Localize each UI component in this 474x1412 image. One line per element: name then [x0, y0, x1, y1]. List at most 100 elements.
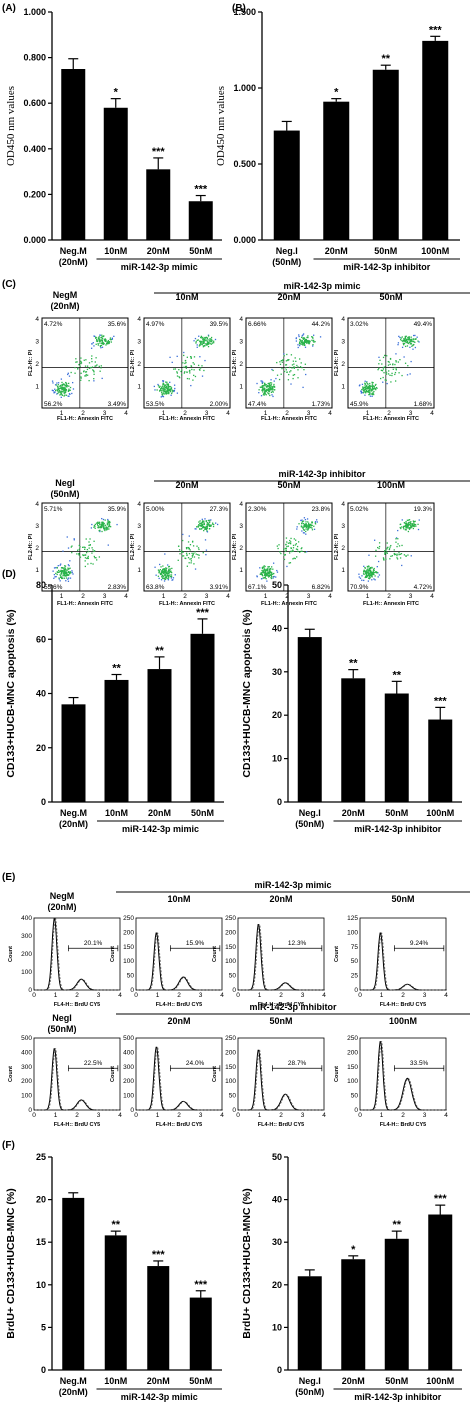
event-dot — [382, 557, 385, 559]
event-dot — [307, 524, 309, 526]
event-dot — [99, 334, 101, 336]
event-dot — [285, 549, 287, 551]
event-dot — [101, 336, 103, 338]
event-dot — [167, 573, 169, 576]
event-dot — [202, 339, 204, 341]
event-dot — [166, 383, 168, 385]
event-dot — [302, 333, 305, 335]
plot-header: 20nM — [167, 1016, 190, 1026]
category-label: Neg.M — [60, 1376, 87, 1386]
event-dot — [278, 544, 280, 546]
group-label: miR-142-3p mimic — [254, 880, 331, 890]
event-dot — [157, 569, 160, 571]
event-dot — [171, 361, 173, 364]
event-dot — [197, 525, 199, 527]
event-dot — [306, 525, 308, 527]
event-dot — [166, 381, 168, 383]
event-dot — [304, 524, 307, 526]
event-dot — [372, 385, 375, 387]
event-dot — [95, 340, 98, 342]
event-dot — [164, 574, 167, 576]
event-dot — [210, 343, 213, 345]
event-dot — [256, 576, 258, 578]
event-dot — [410, 555, 412, 557]
event-dot — [170, 386, 172, 388]
y-tick-label: 0.000 — [233, 235, 256, 245]
event-dot — [265, 574, 267, 576]
event-dot — [371, 385, 374, 388]
event-dot — [403, 340, 406, 342]
event-dot — [409, 346, 411, 349]
category-label: 20nM — [342, 1376, 365, 1386]
event-dot — [166, 390, 168, 392]
event-dot — [265, 385, 267, 387]
group-label: miR-142-3p mimic — [283, 281, 360, 291]
event-dot — [101, 377, 103, 380]
event-dot — [410, 338, 413, 340]
event-dot — [414, 341, 416, 343]
event-dot — [54, 384, 57, 386]
event-dot — [368, 570, 370, 572]
event-dot — [85, 538, 87, 540]
event-dot — [260, 395, 263, 397]
event-dot — [362, 388, 364, 390]
event-dot — [411, 524, 414, 527]
event-dot — [369, 386, 372, 388]
event-dot — [259, 573, 261, 575]
decade-tick: 1 — [156, 1112, 160, 1119]
x-axis-label: FL1-H:: Annexin FITC — [261, 416, 317, 422]
quadrant-ur-pct: 49.4% — [414, 321, 433, 328]
category-label: Neg.I — [276, 246, 298, 256]
event-dot — [102, 341, 104, 344]
event-dot — [92, 370, 95, 372]
event-dot — [69, 560, 71, 562]
event-dot — [209, 343, 211, 345]
event-dot — [204, 539, 207, 541]
event-dot — [266, 389, 268, 391]
decade-tick: 2 — [137, 361, 141, 368]
event-dot — [408, 341, 411, 344]
event-dot — [296, 526, 298, 528]
event-dot — [410, 525, 412, 527]
event-dot — [70, 572, 72, 574]
y-axis-label: BrdU+ CD133+HUCB-MNC (%) — [241, 1188, 253, 1339]
bar — [147, 669, 172, 802]
event-dot — [373, 569, 375, 572]
event-dot — [360, 392, 363, 394]
event-dot — [67, 567, 69, 569]
event-dot — [267, 566, 269, 568]
event-dot — [162, 395, 165, 398]
decade-tick: 1 — [258, 992, 262, 999]
event-dot — [288, 542, 291, 544]
event-dot — [161, 395, 163, 397]
event-dot — [165, 576, 168, 579]
event-dot — [167, 564, 169, 566]
decade-tick: 2 — [239, 361, 243, 368]
event-dot — [184, 362, 186, 365]
event-dot — [288, 552, 291, 554]
decade-tick: 4 — [124, 410, 128, 417]
event-dot — [263, 565, 265, 567]
event-dot — [365, 385, 368, 388]
event-dot — [68, 393, 71, 395]
category-label: (20nM) — [59, 819, 88, 829]
event-dot — [404, 336, 407, 339]
y-axis-label: Count — [8, 1066, 14, 1082]
event-dot — [399, 523, 402, 525]
event-dot — [302, 337, 304, 339]
event-dot — [64, 568, 67, 570]
event-dot — [367, 573, 370, 575]
event-dot — [61, 391, 63, 393]
event-dot — [157, 575, 160, 577]
event-dot — [289, 562, 292, 564]
event-dot — [417, 528, 420, 531]
event-dot — [203, 522, 205, 525]
event-dot — [285, 364, 287, 366]
event-dot — [289, 539, 291, 542]
event-dot — [113, 335, 115, 338]
decade-tick: 0 — [236, 992, 240, 999]
event-dot — [404, 339, 406, 341]
event-dot — [166, 388, 168, 390]
event-dot — [103, 527, 106, 530]
event-dot — [372, 392, 375, 394]
